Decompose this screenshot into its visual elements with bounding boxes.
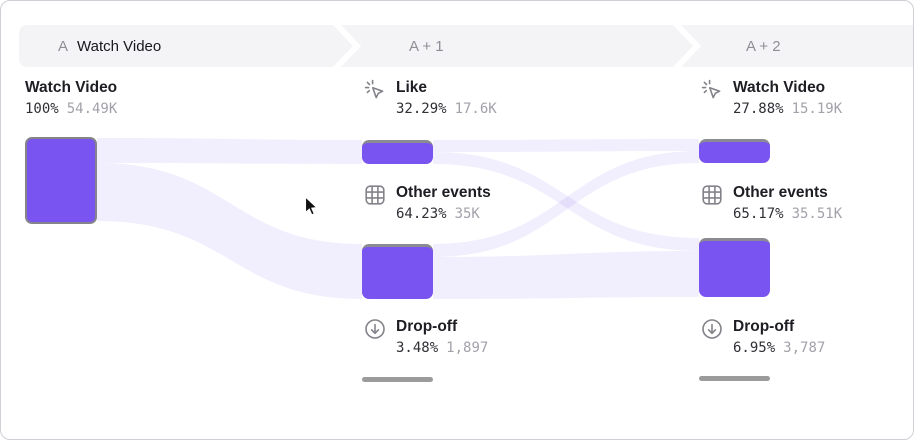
- node-a-watch-video[interactable]: [25, 137, 97, 224]
- step-label: Watch Video: [77, 37, 162, 55]
- event-title: Other events: [733, 184, 828, 201]
- grid-events-icon: [363, 183, 387, 207]
- event-title: Other events: [396, 184, 491, 201]
- step-header-a[interactable]: A Watch Video: [19, 25, 353, 67]
- flow-otherevents1-to-otherevents2[interactable]: [433, 251, 699, 299]
- event-percent: 65.17%: [733, 206, 784, 222]
- node-a1-other-events[interactable]: [362, 244, 433, 299]
- step-badge: A: [58, 37, 69, 55]
- event-percent: 32.29%: [396, 101, 447, 117]
- mouse-cursor-icon: [304, 196, 319, 216]
- event-count: 15.19K: [791, 101, 843, 117]
- event-percent: 64.23%: [396, 206, 447, 222]
- event-title: Like: [396, 79, 428, 96]
- flow-like-to-otherevents2[interactable]: [433, 152, 699, 251]
- flow-watchvideo-to-like[interactable]: [97, 138, 362, 164]
- event-count: 54.49K: [66, 101, 118, 117]
- step-header-a2[interactable]: A + 2: [681, 25, 913, 67]
- event-label-a1-other-events[interactable]: Other events 64.23% 35K: [363, 183, 491, 223]
- event-label-a2-watch-video[interactable]: Watch Video 27.88% 15.19K: [700, 78, 842, 118]
- click-event-icon: [363, 78, 387, 102]
- flow-watchvideo-to-otherevents[interactable]: [97, 163, 362, 299]
- event-title: Drop-off: [733, 318, 795, 335]
- node-a2-watch-video[interactable]: [699, 139, 770, 163]
- event-count: 17.6K: [454, 101, 497, 117]
- event-stats: 6.95% 3,787: [733, 339, 825, 357]
- event-count: 35.51K: [791, 206, 843, 222]
- event-count: 3,787: [783, 340, 826, 356]
- node-a1-drop-off-bar[interactable]: [362, 377, 433, 382]
- event-stats: 65.17% 35.51K: [733, 205, 842, 223]
- node-a2-other-events[interactable]: [699, 238, 770, 297]
- step-label: A + 2: [746, 37, 781, 55]
- event-title: Drop-off: [396, 318, 458, 335]
- event-title: Watch Video: [733, 79, 826, 96]
- node-a1-like[interactable]: [362, 140, 433, 164]
- event-percent: 100%: [25, 101, 59, 117]
- event-title: Watch Video: [25, 79, 118, 96]
- event-label-a2-other-events[interactable]: Other events 65.17% 35.51K: [700, 183, 842, 223]
- event-count: 1,897: [446, 340, 489, 356]
- event-label-a1-drop-off[interactable]: Drop-off 3.48% 1,897: [363, 317, 488, 357]
- drop-off-icon: [700, 317, 724, 341]
- event-label-a-watch-video[interactable]: Watch Video 100% 54.49K: [25, 78, 117, 118]
- event-label-a2-drop-off[interactable]: Drop-off 6.95% 3,787: [700, 317, 825, 357]
- flow-like-to-watchvideo2[interactable]: [433, 139, 699, 152]
- event-stats: 3.48% 1,897: [396, 339, 488, 357]
- event-count: 35K: [454, 206, 480, 222]
- event-stats: 100% 54.49K: [25, 100, 117, 118]
- node-a2-drop-off-bar[interactable]: [699, 376, 770, 381]
- event-stats: 27.88% 15.19K: [733, 100, 842, 118]
- event-percent: 27.88%: [733, 101, 784, 117]
- event-label-a1-like[interactable]: Like 32.29% 17.6K: [363, 78, 497, 118]
- event-percent: 6.95%: [733, 340, 776, 356]
- step-header-a1[interactable]: A + 1: [341, 25, 693, 67]
- event-percent: 3.48%: [396, 340, 439, 356]
- drop-off-icon: [363, 317, 387, 341]
- step-label: A + 1: [409, 37, 444, 55]
- event-stats: 64.23% 35K: [396, 205, 491, 223]
- click-event-icon: [700, 78, 724, 102]
- grid-events-icon: [700, 183, 724, 207]
- flow-otherevents1-to-watchvideo2[interactable]: [433, 151, 699, 257]
- event-stats: 32.29% 17.6K: [396, 100, 497, 118]
